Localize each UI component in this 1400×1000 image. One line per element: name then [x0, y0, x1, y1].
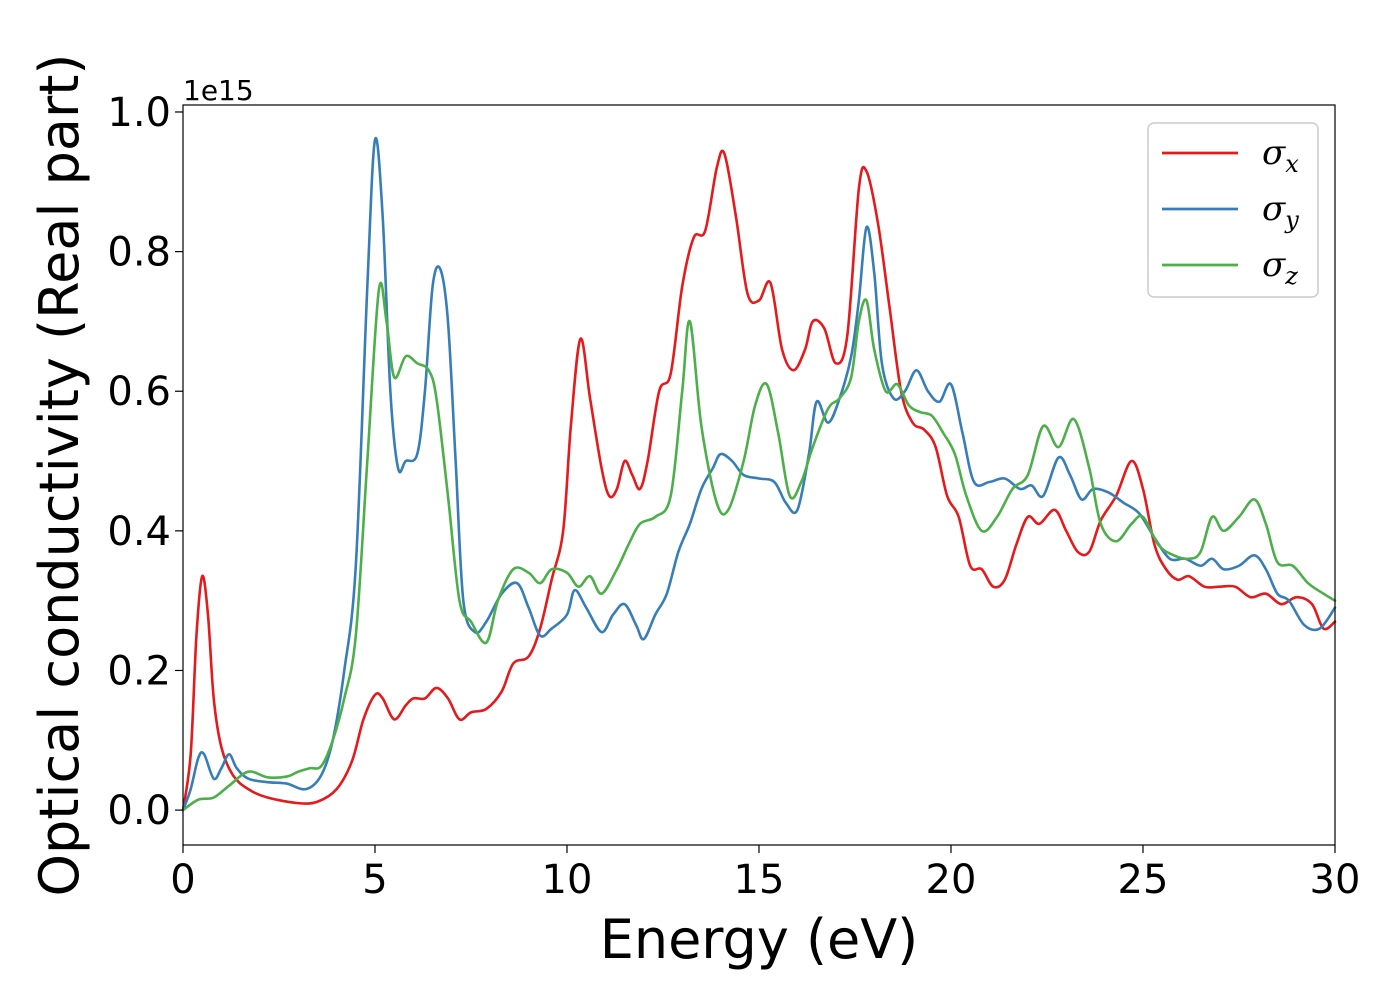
y-tick-label: 0.0: [107, 788, 171, 834]
x-tick-label: 20: [926, 857, 977, 903]
series-line-sigma-x: [181, 149, 1337, 812]
series-layer: [181, 136, 1337, 812]
legend-label-sigma-y: σy: [1262, 189, 1299, 234]
y-axis-ticks: 0.0 0.2 0.4 0.6 0.8 1.0: [107, 90, 183, 834]
legend-label-sigma-z: σz: [1262, 245, 1298, 290]
x-tick-label: 30: [1310, 857, 1361, 903]
y-tick-label: 0.2: [107, 648, 171, 694]
series-line-sigma-z: [181, 281, 1337, 812]
y-offset-label: 1e15: [183, 74, 254, 107]
legend-label-sigma-x: σx: [1262, 133, 1299, 178]
x-axis-ticks: 0 5 10 15 20 25 30: [170, 845, 1360, 903]
plot-background: [183, 105, 1335, 845]
x-tick-label: 25: [1118, 857, 1169, 903]
y-tick-label: 0.4: [107, 509, 171, 555]
y-tick-label: 0.6: [107, 369, 171, 415]
x-tick-label: 15: [734, 857, 785, 903]
series-line-sigma-y: [181, 136, 1337, 812]
legend: σx σy σz: [1147, 122, 1319, 298]
x-tick-label: 5: [362, 857, 387, 903]
x-tick-label: 10: [542, 857, 593, 903]
x-tick-label: 0: [170, 857, 195, 903]
y-tick-label: 0.8: [107, 230, 171, 276]
y-tick-label: 1.0: [107, 90, 171, 136]
y-axis-title: Optical conductivity (Real part): [28, 54, 91, 897]
x-axis-title: Energy (eV): [600, 908, 919, 971]
